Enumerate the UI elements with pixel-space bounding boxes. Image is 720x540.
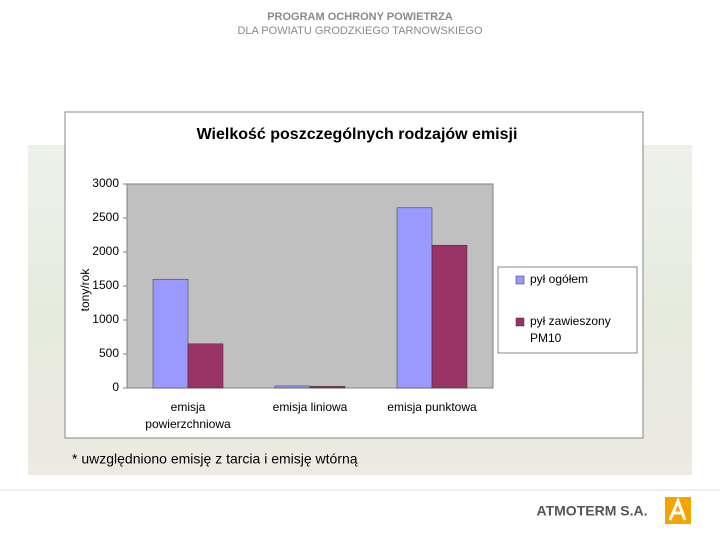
bar — [309, 386, 346, 389]
header-subtitle: DLA POWIATU GRODZKIEGO TARNOWSKIEGO — [237, 25, 483, 37]
logo-mark — [668, 496, 687, 521]
legend-label: pył ogółem — [530, 272, 589, 286]
y-tick-label: 0 — [112, 380, 119, 394]
bar — [187, 343, 224, 389]
y-tick-label: 3000 — [92, 176, 119, 190]
x-tick-label: emisja punktowa — [387, 400, 477, 414]
legend-swatch — [515, 317, 525, 327]
legend-swatch — [515, 275, 525, 285]
x-tick-label: emisja liniowa — [272, 400, 348, 414]
bar — [431, 244, 468, 389]
x-tick-label: emisja powierzchniowa — [145, 400, 231, 431]
bar — [274, 385, 311, 389]
y-tick-label: 1000 — [92, 312, 119, 326]
x-tick-label-box: emisja liniowa — [272, 400, 348, 414]
y-tick-label: 1500 — [92, 278, 119, 292]
y-axis-label: tony/rok — [78, 268, 92, 312]
legend-label: pył zawieszony PM10 — [530, 314, 611, 345]
footnote: * uwzględniono emisję z tarcia i emisję … — [72, 451, 358, 467]
footer-brand: ATMOTERM S.A. — [537, 503, 648, 519]
legend-label-box: pył ogółem — [530, 272, 589, 286]
x-tick-label-box: emisja powierzchniowa — [145, 400, 231, 431]
y-tick-label: 2500 — [92, 210, 119, 224]
y-tick-label: 2000 — [92, 244, 119, 258]
legend-label-box: pył zawieszony PM10 — [530, 314, 611, 345]
bar — [396, 207, 433, 389]
header-title: PROGRAM OCHRONY POWIETRZA — [267, 11, 453, 23]
y-tick-label: 500 — [99, 346, 119, 360]
x-tick-label-box: emisja punktowa — [387, 400, 477, 414]
bar — [152, 278, 189, 389]
chart-title: Wielkość poszczególnych rodzajów emisji — [197, 126, 518, 143]
